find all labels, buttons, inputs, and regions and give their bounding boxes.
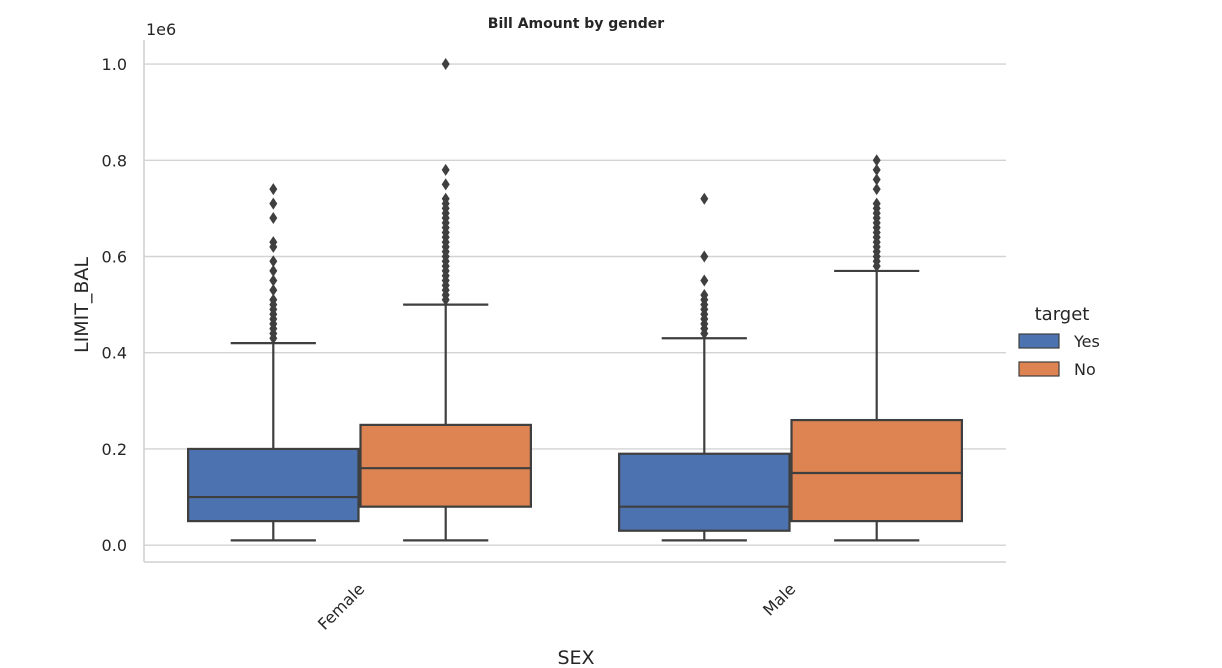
boxes xyxy=(187,58,963,542)
outlier-point xyxy=(441,293,450,306)
outlier-point xyxy=(269,197,278,210)
y-tick-label: 0.8 xyxy=(102,151,127,170)
chart-title: Bill Amount by gender xyxy=(488,16,665,32)
outlier-point xyxy=(700,327,709,340)
outlier-point xyxy=(441,163,450,176)
iqr-box xyxy=(790,418,963,523)
legend-label-yes: Yes xyxy=(1073,332,1100,351)
outlier-point xyxy=(872,173,881,186)
iqr-box xyxy=(617,452,791,532)
outlier-point xyxy=(269,332,278,345)
outlier-point xyxy=(269,240,278,253)
x-axis-label: SEX xyxy=(557,647,594,668)
iqr-box xyxy=(187,447,360,523)
y-tick-label: 0.2 xyxy=(102,440,127,459)
outlier-point xyxy=(441,178,450,191)
y-tick-label: 0.6 xyxy=(102,247,127,266)
outlier-point xyxy=(269,264,278,277)
y-tick-labels: 0.0 0.2 0.4 0.6 0.8 1.0 xyxy=(102,55,127,555)
outlier-point xyxy=(872,163,881,176)
outlier-point xyxy=(872,154,881,167)
outlier-point xyxy=(269,284,278,297)
y-tick-label: 0.4 xyxy=(102,344,127,363)
box-no-female xyxy=(359,58,532,542)
outlier-point xyxy=(269,274,278,287)
outlier-point xyxy=(269,255,278,268)
outlier-point xyxy=(700,250,709,263)
y-axis-label: LIMIT_BAL xyxy=(71,257,93,353)
outlier-point xyxy=(269,183,278,196)
box-no-male xyxy=(790,154,963,542)
y-tick-label: 0.0 xyxy=(102,536,127,555)
box-yes-female xyxy=(187,183,360,542)
legend-swatch-no xyxy=(1018,361,1060,377)
iqr-box xyxy=(359,423,532,508)
y-offset-label: 1e6 xyxy=(146,20,176,39)
legend-label-no: No xyxy=(1074,360,1096,379)
box-yes-male xyxy=(617,192,791,542)
x-tick-label: Male xyxy=(759,579,799,619)
outlier-point xyxy=(700,192,709,205)
outlier-point xyxy=(872,260,881,273)
outlier-point xyxy=(441,58,450,71)
outlier-point xyxy=(872,183,881,196)
legend: target Yes No xyxy=(1018,304,1100,379)
legend-swatch-yes xyxy=(1018,333,1060,349)
outlier-point xyxy=(700,274,709,287)
x-tick-labels: Female Male xyxy=(314,579,799,633)
y-tick-label: 1.0 xyxy=(102,55,127,74)
x-tick-label: Female xyxy=(314,579,368,633)
legend-title: target xyxy=(1035,304,1090,325)
outlier-point xyxy=(269,212,278,225)
